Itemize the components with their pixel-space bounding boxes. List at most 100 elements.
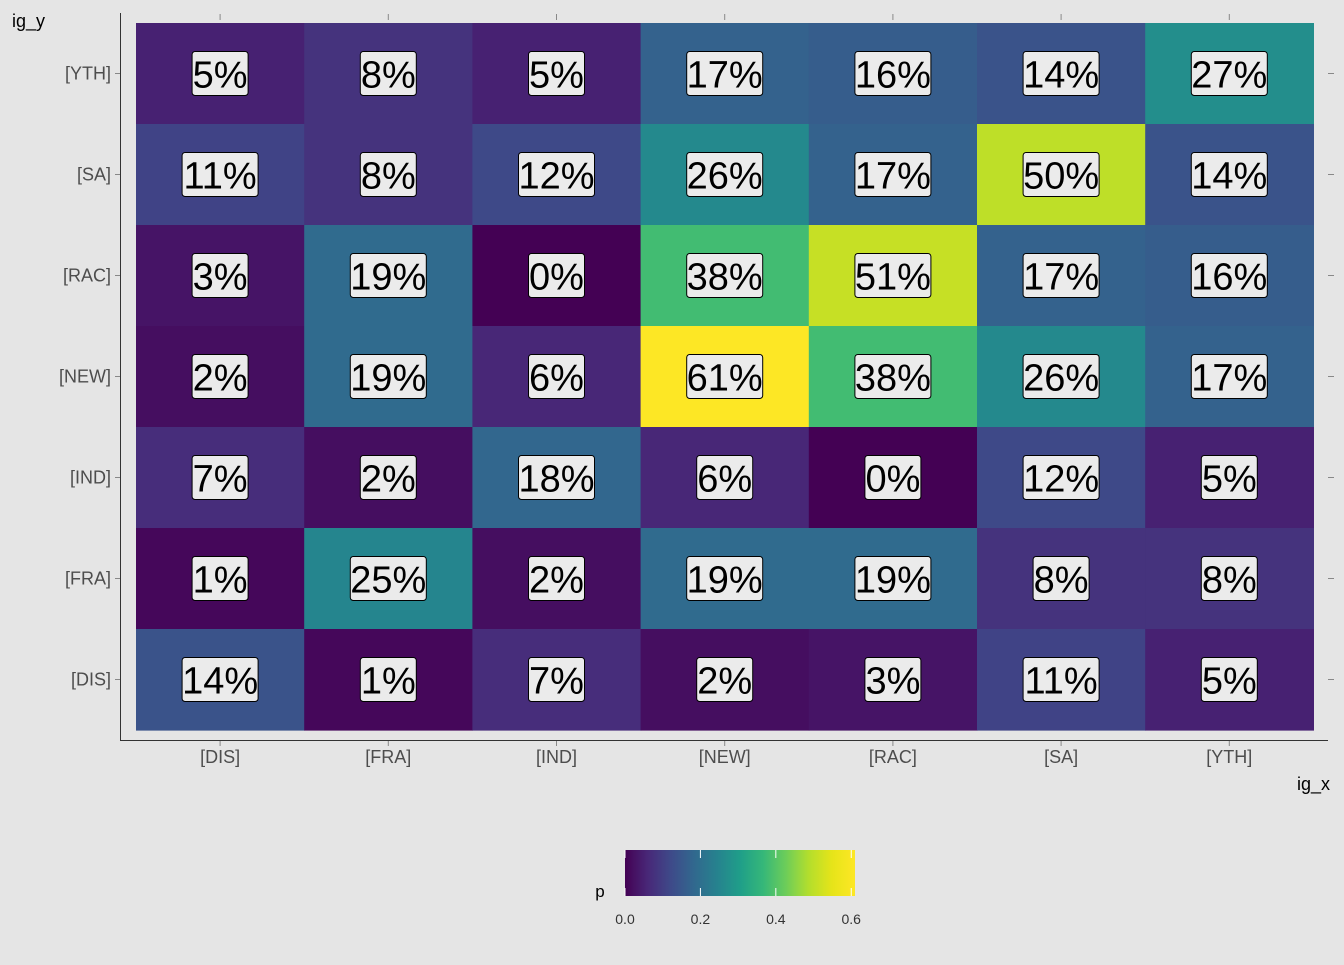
cell-label: 2%: [529, 560, 584, 602]
cell-label-box: [191, 51, 249, 96]
cell-label-box: [181, 657, 259, 702]
cell-label-box: [191, 556, 249, 601]
cell-label-box: [1022, 152, 1100, 197]
cell-label: 17%: [1023, 257, 1099, 299]
cell-label: 17%: [1191, 358, 1267, 400]
cell-label-box: [191, 354, 249, 399]
cell-label: 16%: [1191, 257, 1267, 299]
colorbar-tick-label: 0.0: [615, 911, 635, 927]
cell-label-box: [1032, 556, 1090, 601]
colorbar-tick-label: 0.2: [691, 911, 711, 927]
cell-label: 26%: [1023, 358, 1099, 400]
x-tick-label: [IND]: [536, 747, 577, 767]
cell-label-box: [359, 152, 417, 197]
cell-label: 6%: [529, 358, 584, 400]
cell-label: 5%: [193, 55, 248, 97]
cell-label-box: [686, 152, 764, 197]
cell-label-box: [1190, 354, 1268, 399]
cell-label-box: [359, 657, 417, 702]
cell-label-box: [528, 253, 585, 298]
y-tick-label: [FRA]: [65, 569, 111, 589]
cell-label-box: [854, 354, 932, 399]
cell-label: 11%: [1024, 661, 1097, 703]
cell-label: 0%: [529, 257, 584, 299]
y-tick-label: [RAC]: [63, 266, 111, 286]
cell-label-box: [1190, 152, 1268, 197]
cell-label-box: [528, 354, 585, 399]
y-tick-label: [SA]: [77, 165, 111, 185]
axes: [120, 13, 1328, 741]
cell-label: 19%: [855, 560, 931, 602]
cell-label: 19%: [350, 257, 426, 299]
cell-label: 18%: [518, 459, 594, 501]
cell-label: 7%: [529, 661, 584, 703]
legend-title: p: [595, 882, 604, 901]
cell-label-box: [518, 455, 595, 500]
colorbar: [625, 850, 855, 896]
x-tick-label: [FRA]: [365, 747, 411, 767]
cell-label-box: [864, 455, 922, 500]
y-tick-label: [YTH]: [65, 64, 111, 84]
colorbar-tick-label: 0.6: [841, 911, 861, 927]
cell-label-box: [686, 51, 764, 96]
cell-label: 8%: [1034, 560, 1089, 602]
x-tick-label: [RAC]: [869, 747, 917, 767]
cell-label: 5%: [1202, 661, 1257, 703]
cell-label-box: [854, 253, 932, 298]
cell-label: 1%: [361, 661, 416, 703]
cell-label: 11%: [183, 156, 256, 198]
cell-label-box: [854, 51, 932, 96]
cell-label: 3%: [193, 257, 248, 299]
cell-label: 27%: [1191, 55, 1267, 97]
cell-label: 17%: [687, 55, 763, 97]
cell-label: 25%: [350, 560, 426, 602]
heatmap-cells: [136, 23, 1314, 731]
cell-label-box: [528, 657, 585, 702]
cell-label: 51%: [855, 257, 931, 299]
cell-label-box: [686, 354, 764, 399]
cell-label-box: [1022, 253, 1100, 298]
cell-label-box: [349, 556, 427, 601]
cell-label: 3%: [865, 661, 920, 703]
cell-label: 2%: [361, 459, 416, 501]
cell-label-box: [1190, 51, 1268, 96]
y-tick-label: [DIS]: [71, 670, 111, 690]
cell-label: 6%: [697, 459, 752, 501]
cell-label: 8%: [1202, 560, 1257, 602]
cell-label-box: [696, 657, 754, 702]
cell-label-box: [854, 152, 932, 197]
cell-label-box: [191, 253, 249, 298]
cell-label-box: [1022, 51, 1100, 96]
cell-label: 8%: [361, 55, 416, 97]
cell-label-box: [864, 657, 922, 702]
cell-label-box: [349, 354, 427, 399]
y-tick-label: [IND]: [70, 468, 111, 488]
cell-label-box: [686, 253, 764, 298]
cell-labels: 5% 8% 5% 17% 16% 14% 27% 11% 8% 12% 26% 17% 50% 14% 3%…: [181, 51, 1268, 703]
cell-label: 12%: [1023, 459, 1099, 501]
y-axis-title: ig_y: [12, 11, 45, 32]
cell-label-box: [854, 556, 932, 601]
cell-label-box: [181, 152, 259, 197]
cell-label: 61%: [687, 358, 763, 400]
x-axis-title: ig_x: [1297, 774, 1330, 795]
cell-label-box: [518, 152, 595, 197]
cell-label: 7%: [193, 459, 248, 501]
cell-label: 1%: [193, 560, 248, 602]
y-tick-label: [NEW]: [59, 367, 111, 387]
cell-label-box: [1022, 354, 1100, 399]
cell-label: 38%: [855, 358, 931, 400]
cell-label: 14%: [1023, 55, 1099, 97]
cell-label: 2%: [193, 358, 248, 400]
cell-label: 38%: [687, 257, 763, 299]
x-axis-ticks: [DIS] [FRA] [IND] [NEW] [RAC] [SA] [YTH]: [200, 14, 1252, 767]
cell-label-box: [349, 253, 427, 298]
y-axis-ticks: [YTH] [SA] [RAC] [NEW] [IND] [FRA] [DIS]: [59, 64, 1334, 690]
cell-label-box: [1190, 253, 1268, 298]
cell-label-box: [1022, 455, 1100, 500]
cell-label: 14%: [182, 661, 258, 703]
cell-label-box: [1200, 657, 1258, 702]
x-tick-label: [NEW]: [699, 747, 751, 767]
cell-label: 19%: [350, 358, 426, 400]
cell-label: 0%: [865, 459, 920, 501]
